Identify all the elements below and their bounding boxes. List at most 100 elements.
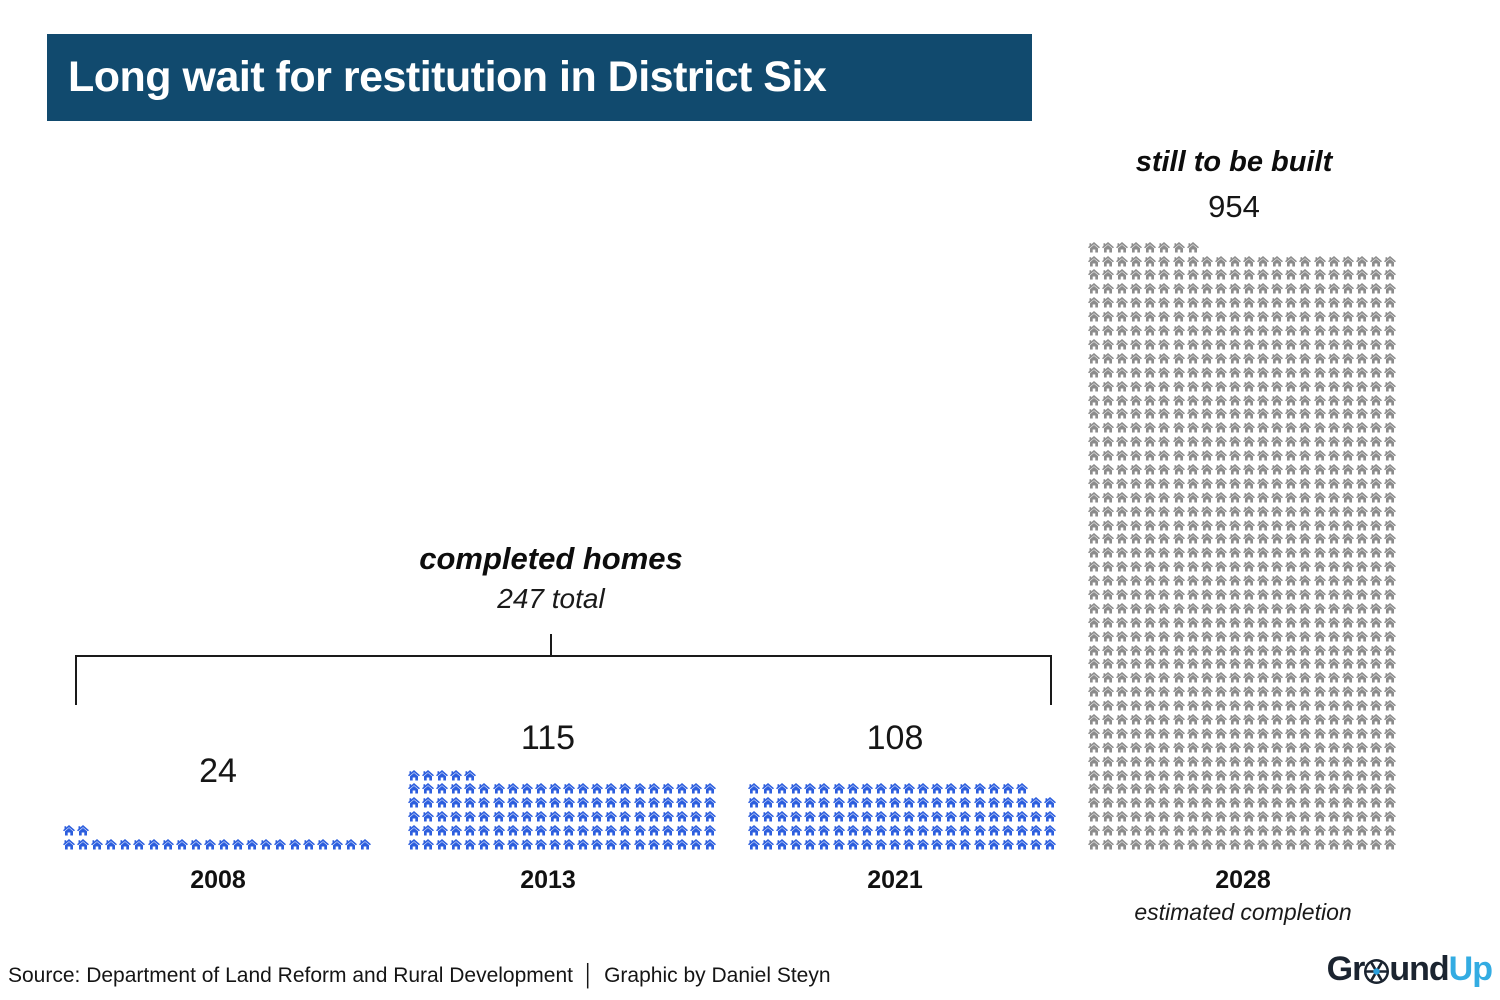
house-icon — [507, 797, 519, 808]
house-icon — [1229, 631, 1241, 642]
house-icon — [776, 839, 788, 850]
house-icon — [1173, 492, 1185, 503]
house-icon — [1116, 547, 1128, 558]
house-icon — [1229, 325, 1241, 336]
house-icon — [1130, 631, 1142, 642]
house-icon — [535, 811, 547, 822]
house-icon — [1257, 506, 1269, 517]
house-icon — [1144, 408, 1156, 419]
house-icon — [1384, 395, 1396, 406]
house-icon — [1116, 325, 1128, 336]
house-icon — [162, 839, 174, 850]
house-icon — [1370, 353, 1382, 364]
house-icon — [1243, 839, 1255, 850]
house-icon — [690, 811, 702, 822]
house-icon — [1271, 325, 1283, 336]
house-icon — [1314, 367, 1326, 378]
house-icon — [917, 783, 929, 794]
house-icon — [1088, 631, 1100, 642]
house-icon — [1299, 450, 1311, 461]
house-icon — [1158, 297, 1170, 308]
house-icon — [1384, 797, 1396, 808]
house-icon — [1088, 464, 1100, 475]
house-icon — [1088, 325, 1100, 336]
house-icon — [1356, 770, 1368, 781]
house-icon — [1328, 256, 1340, 267]
house-icon — [1243, 811, 1255, 822]
house-icon — [549, 839, 561, 850]
house-icon — [1314, 672, 1326, 683]
house-icon — [422, 783, 434, 794]
pictogram-row — [408, 781, 724, 795]
house-icon — [1243, 700, 1255, 711]
house-icon — [464, 839, 476, 850]
house-icon — [1102, 464, 1114, 475]
house-icon — [1173, 450, 1185, 461]
house-icon — [1229, 617, 1241, 628]
house-icon — [776, 825, 788, 836]
house-icon — [931, 783, 943, 794]
pictogram-row — [63, 822, 379, 836]
house-icon — [861, 811, 873, 822]
house-icon — [1342, 297, 1354, 308]
house-icon — [1243, 520, 1255, 531]
house-icon — [1173, 645, 1185, 656]
house-icon — [1299, 617, 1311, 628]
house-icon — [1229, 422, 1241, 433]
house-icon — [1215, 756, 1227, 767]
pictogram-row — [1088, 739, 1404, 753]
house-icon — [1215, 520, 1227, 531]
house-icon — [577, 783, 589, 794]
house-icon — [1356, 478, 1368, 489]
house-icon — [762, 839, 774, 850]
house-icon — [1144, 811, 1156, 822]
house-icon — [833, 783, 845, 794]
house-icon — [1215, 367, 1227, 378]
house-icon — [648, 811, 660, 822]
house-icon — [1173, 783, 1185, 794]
house-icon — [1328, 728, 1340, 739]
house-icon — [1243, 561, 1255, 572]
house-icon — [1144, 589, 1156, 600]
house-icon — [1102, 311, 1114, 322]
house-icon — [1158, 367, 1170, 378]
house-icon — [1229, 256, 1241, 267]
house-icon — [190, 839, 202, 850]
house-icon — [1342, 492, 1354, 503]
house-icon — [1215, 478, 1227, 489]
house-icon — [1088, 742, 1100, 753]
house-icon — [1314, 617, 1326, 628]
house-icon — [493, 839, 505, 850]
house-icon — [1271, 520, 1283, 531]
house-icon — [1144, 436, 1156, 447]
house-icon — [1158, 381, 1170, 392]
house-icon — [1299, 547, 1311, 558]
house-icon — [1173, 422, 1185, 433]
house-icon — [1102, 283, 1114, 294]
house-icon — [988, 839, 1000, 850]
house-icon — [1257, 839, 1269, 850]
house-icon — [1201, 575, 1213, 586]
house-icon — [1314, 395, 1326, 406]
house-icon — [648, 825, 660, 836]
house-icon — [408, 839, 420, 850]
house-icon — [945, 811, 957, 822]
house-icon — [1342, 811, 1354, 822]
house-icon — [422, 839, 434, 850]
house-icon — [1299, 269, 1311, 280]
house-icon — [204, 839, 216, 850]
house-icon — [450, 811, 462, 822]
house-icon — [704, 797, 716, 808]
house-icon — [1257, 686, 1269, 697]
house-icon — [1201, 561, 1213, 572]
house-icon — [1116, 645, 1128, 656]
house-icon — [861, 797, 873, 808]
house-icon — [1299, 256, 1311, 267]
house-icon — [1173, 353, 1185, 364]
house-icon — [1370, 631, 1382, 642]
house-icon — [1130, 783, 1142, 794]
house-icon — [1384, 575, 1396, 586]
house-icon — [563, 797, 575, 808]
house-icon — [945, 839, 957, 850]
house-icon — [1384, 645, 1396, 656]
